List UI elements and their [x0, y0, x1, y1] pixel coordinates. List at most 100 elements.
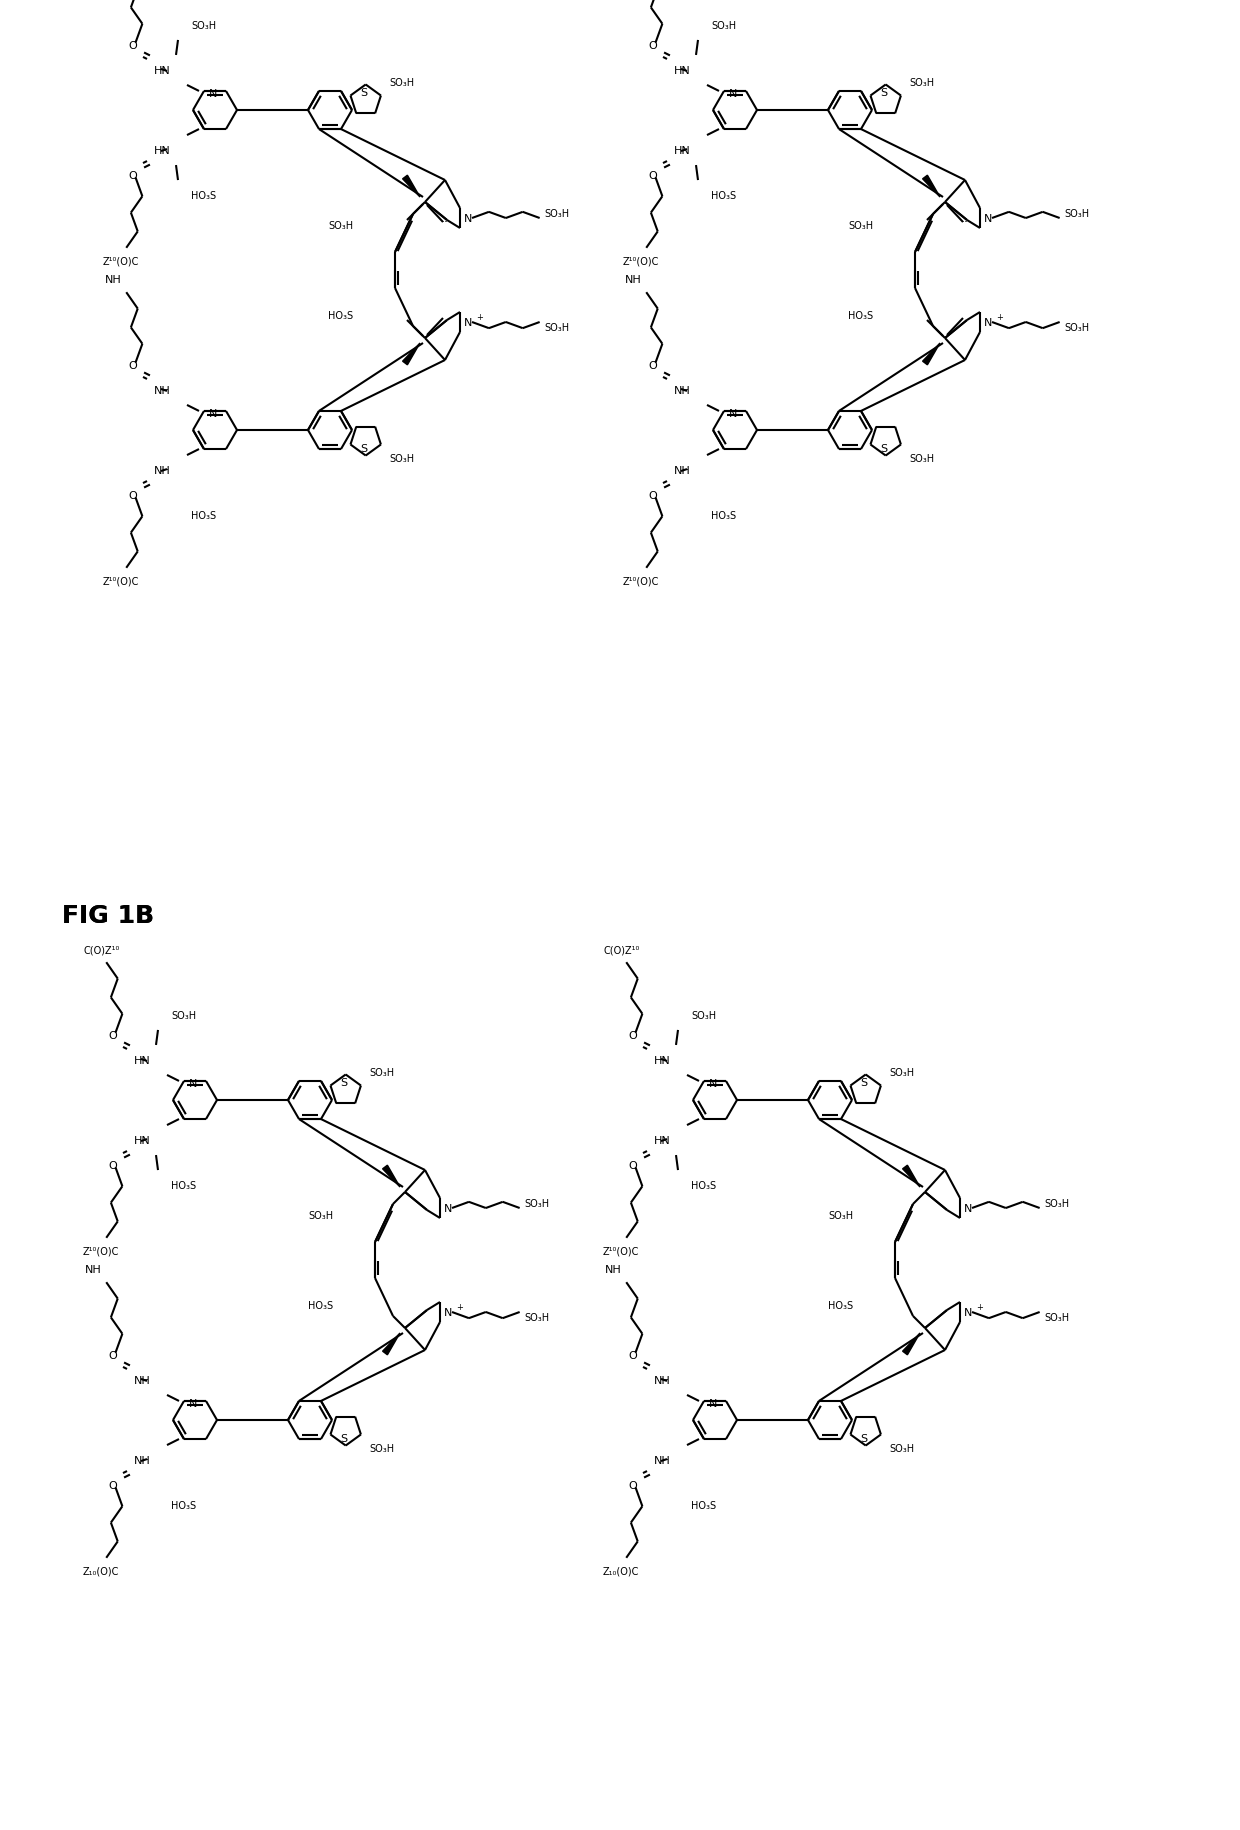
Text: SO₃H: SO₃H [890, 1069, 915, 1078]
Text: S: S [340, 1433, 347, 1442]
Text: HN: HN [675, 146, 691, 156]
Polygon shape [923, 344, 940, 366]
Text: O: O [629, 1160, 637, 1171]
Text: N: N [188, 1078, 197, 1089]
Text: NH: NH [154, 386, 171, 395]
Text: SO₃H: SO₃H [1065, 209, 1090, 220]
Text: NH: NH [675, 467, 691, 476]
Text: SO₃H: SO₃H [370, 1069, 394, 1078]
Text: O: O [649, 40, 657, 51]
Text: HN: HN [134, 1056, 151, 1065]
Text: SO₃H: SO₃H [171, 1010, 196, 1021]
Text: O: O [129, 170, 138, 181]
Text: N: N [188, 1398, 197, 1407]
Text: SO₃H: SO₃H [828, 1210, 853, 1221]
Text: Z¹⁰(O)C: Z¹⁰(O)C [103, 576, 139, 586]
Text: HN: HN [134, 1135, 151, 1146]
Polygon shape [923, 176, 940, 198]
Text: HO₃S: HO₃S [191, 511, 216, 522]
Text: ···: ··· [961, 216, 973, 229]
Text: SO₃H: SO₃H [544, 322, 570, 333]
Text: SO₃H: SO₃H [1065, 322, 1090, 333]
Text: NH: NH [134, 1455, 151, 1466]
Text: HN: HN [154, 146, 171, 156]
Text: NH: NH [134, 1374, 151, 1385]
Text: NH: NH [655, 1455, 671, 1466]
Text: O: O [649, 170, 657, 181]
Text: SO₃H: SO₃H [389, 454, 415, 463]
Text: HN: HN [154, 66, 171, 75]
Text: SO₃H: SO₃H [910, 79, 935, 88]
Text: HO₃S: HO₃S [828, 1301, 853, 1310]
Text: N: N [729, 90, 738, 99]
Text: HO₃S: HO₃S [711, 190, 737, 201]
Text: N: N [963, 1307, 972, 1318]
Text: HO₃S: HO₃S [848, 311, 873, 320]
Text: S: S [880, 88, 888, 99]
Text: Z₁₀(O)C: Z₁₀(O)C [83, 1566, 119, 1576]
Text: S: S [340, 1078, 347, 1087]
Text: O: O [649, 490, 657, 501]
Text: +: + [456, 1303, 464, 1312]
Text: HO₃S: HO₃S [171, 1180, 196, 1190]
Text: HO₃S: HO₃S [691, 1180, 717, 1190]
Text: Z¹⁰(O)C: Z¹⁰(O)C [622, 576, 660, 586]
Polygon shape [403, 176, 420, 198]
Text: HO₃S: HO₃S [308, 1301, 334, 1310]
Text: SO₃H: SO₃H [544, 209, 570, 220]
Text: N: N [729, 408, 738, 419]
Text: HO₃S: HO₃S [691, 1501, 717, 1510]
Text: S: S [861, 1078, 867, 1087]
Text: NH: NH [625, 274, 641, 285]
Text: SO₃H: SO₃H [1044, 1199, 1070, 1208]
Text: N: N [963, 1204, 972, 1213]
Text: O: O [109, 1351, 118, 1360]
Text: SO₃H: SO₃H [370, 1442, 394, 1453]
Text: SO₃H: SO₃H [308, 1210, 334, 1221]
Text: Z₁₀(O)C: Z₁₀(O)C [603, 1566, 640, 1576]
Text: N: N [709, 1078, 718, 1089]
Polygon shape [903, 1166, 920, 1188]
Polygon shape [403, 344, 420, 366]
Text: ···: ··· [441, 216, 453, 229]
Text: SO₃H: SO₃H [327, 221, 353, 231]
Text: HN: HN [655, 1056, 671, 1065]
Text: SO₃H: SO₃H [1044, 1312, 1070, 1323]
Text: N: N [983, 318, 992, 328]
Text: N: N [464, 318, 472, 328]
Text: N: N [444, 1307, 453, 1318]
Text: O: O [129, 361, 138, 371]
Text: HO₃S: HO₃S [711, 511, 737, 522]
Text: HO₃S: HO₃S [327, 311, 353, 320]
Text: S: S [861, 1433, 867, 1442]
Text: N: N [464, 214, 472, 223]
Text: O: O [109, 1160, 118, 1171]
Text: N: N [444, 1204, 453, 1213]
Text: SO₃H: SO₃H [848, 221, 873, 231]
Text: HO₃S: HO₃S [191, 190, 216, 201]
Text: O: O [629, 1351, 637, 1360]
Text: NH: NH [104, 274, 122, 285]
Text: S: S [360, 88, 367, 99]
Text: SO₃H: SO₃H [525, 1312, 549, 1323]
Text: NH: NH [84, 1265, 102, 1274]
Text: HN: HN [675, 66, 691, 75]
Text: N: N [709, 1398, 718, 1407]
Text: SO₃H: SO₃H [389, 79, 415, 88]
Text: SO₃H: SO₃H [890, 1442, 915, 1453]
Text: O: O [129, 490, 138, 501]
Text: SO₃H: SO₃H [691, 1010, 717, 1021]
Text: C(O)Z¹⁰: C(O)Z¹⁰ [83, 944, 119, 955]
Polygon shape [903, 1334, 920, 1354]
Text: +: + [476, 313, 484, 322]
Text: NH: NH [675, 386, 691, 395]
Text: HO₃S: HO₃S [171, 1501, 196, 1510]
Text: S: S [880, 443, 888, 454]
Text: Z¹⁰(O)C: Z¹⁰(O)C [622, 256, 660, 267]
Text: SO₃H: SO₃H [191, 20, 216, 31]
Text: N: N [983, 214, 992, 223]
Text: O: O [109, 1030, 118, 1041]
Text: FIG 1B: FIG 1B [62, 904, 154, 928]
Text: +: + [977, 1303, 983, 1312]
Text: HN: HN [655, 1135, 671, 1146]
